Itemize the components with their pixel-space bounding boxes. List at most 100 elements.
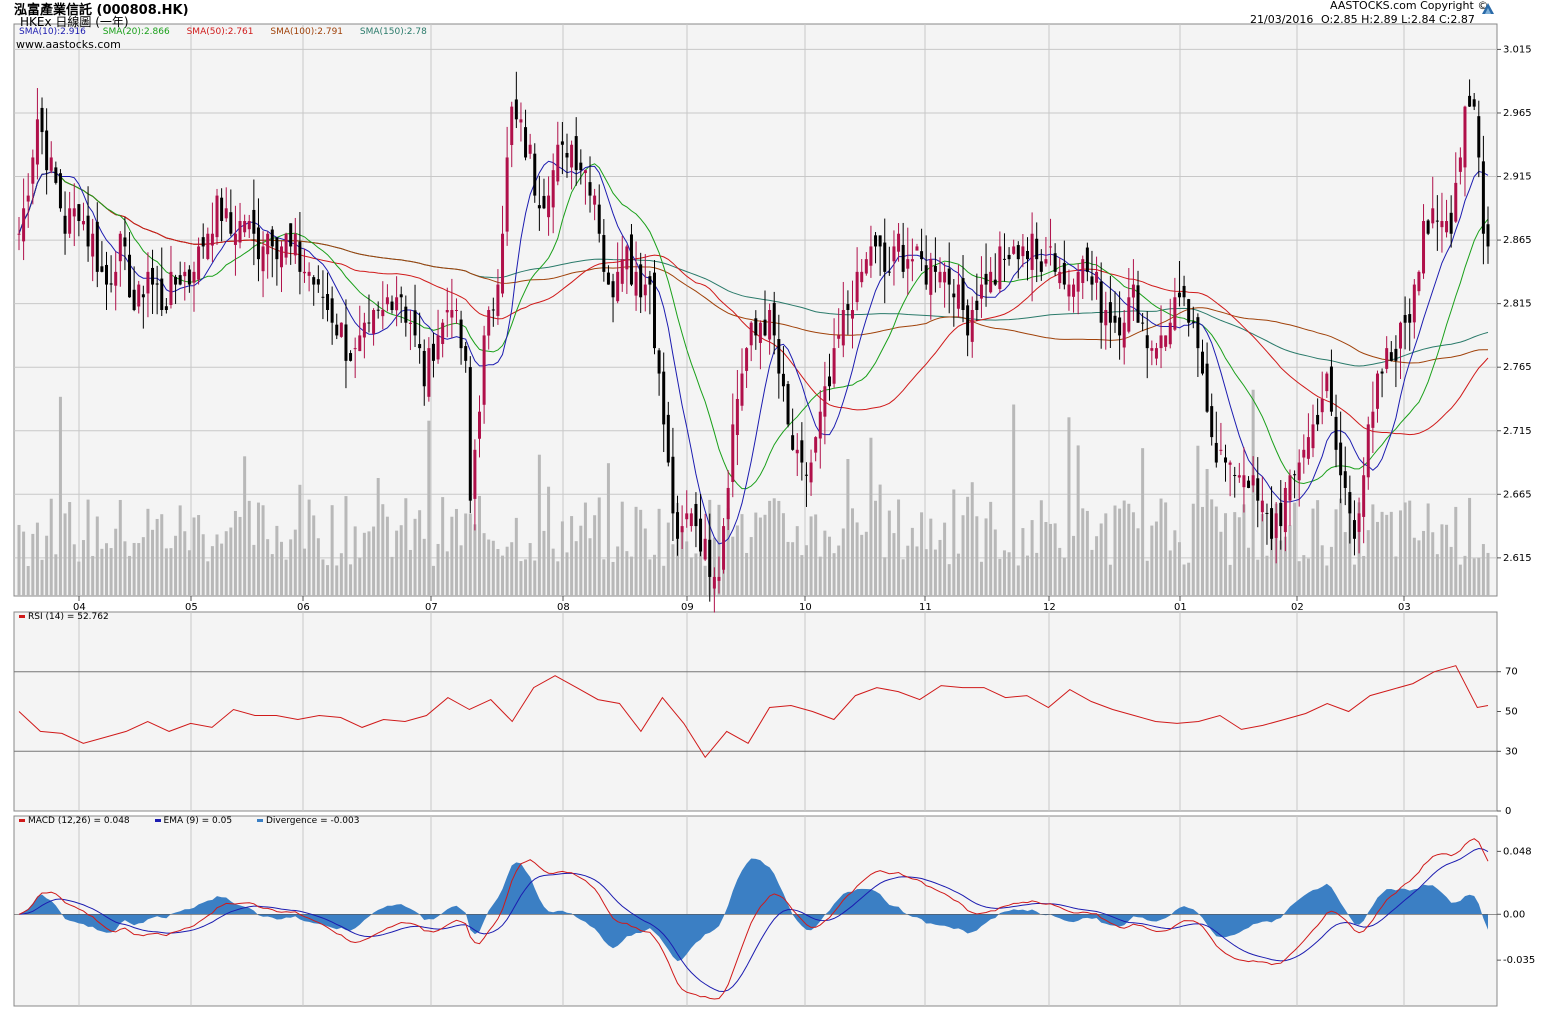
volume-bar [1007,552,1011,596]
volume-bar [1136,528,1140,596]
candle-body [984,273,988,285]
volume-bar [303,548,307,596]
volume-bar [551,548,555,596]
candle-body [855,271,859,303]
candle-body [1049,246,1053,248]
volume-bar [1472,558,1476,596]
candle-body [897,233,901,252]
candle-body [1375,373,1379,409]
candle-body [1251,475,1255,486]
volume-bar [1002,550,1006,596]
candle-body [1385,348,1389,369]
volume-bar [445,551,449,596]
volume-bar [1025,555,1029,596]
volume-bar [1311,508,1315,596]
candle-body [1320,398,1324,413]
candle-body [1200,351,1204,374]
volume-bar [795,526,799,596]
candle-body [1403,315,1407,323]
candle-body [551,170,555,208]
volume-bar [187,550,191,596]
candle-body [1085,247,1089,272]
volume-bar [349,564,353,596]
candle-body [224,208,228,219]
volume-bar [768,500,772,596]
candle-body [648,276,652,285]
candle-body [560,141,564,145]
volume-bar [224,531,228,596]
candle-body [938,271,942,283]
volume-bar [1279,540,1283,596]
volume-bar [998,558,1002,596]
volume-bar [372,526,376,596]
volume-bar [1283,536,1287,596]
candle-body [233,233,237,245]
candle-body [915,246,919,251]
volume-bar [326,565,330,596]
candle-body [1035,238,1039,260]
candle-body [602,235,606,272]
volume-bar [1325,565,1329,596]
volume-bar [1154,521,1158,596]
candle-body [164,306,168,310]
volume-bar [418,510,422,596]
volume-bar [1224,513,1228,596]
volume-bar [468,513,472,596]
volume-bar [1426,503,1430,596]
volume-bar [745,552,749,596]
candle-body [804,474,808,476]
x-tick-label-06: 06 [297,602,310,613]
volume-bar [1422,530,1426,596]
price-tick-label: 2.965 [1503,108,1532,119]
volume-bar [441,497,445,596]
volume-bar [1173,530,1177,596]
volume-bar [524,559,528,596]
volume-bar [979,561,983,596]
volume-bar [652,554,656,596]
candle-body [1122,322,1126,348]
volume-bar [887,510,891,596]
volume-bar [35,522,39,596]
candle-body [408,322,412,324]
candle-body [1306,437,1310,459]
volume-bar [1431,532,1435,596]
candle-body [450,310,454,318]
volume-bar [358,557,362,596]
candle-body [418,344,422,349]
candle-body [118,233,122,262]
candle-body [662,371,666,425]
macd-tick-label: -0.035 [1503,955,1535,966]
volume-bar [128,555,132,596]
volume-bar [1352,564,1356,596]
sma150-legend: SMA(150):2.78 [359,27,427,37]
volume-bar [560,521,564,596]
divergence-legend-label: Divergence = -0.003 [265,816,360,826]
volume-bar [542,530,546,596]
volume-bar [1108,564,1112,596]
volume-bar [247,500,251,596]
x-tick-label-10: 10 [799,602,812,613]
volume-bar [1366,530,1370,596]
volume-bar [1214,506,1218,596]
volume-bar [772,498,776,596]
candle-body [851,310,855,319]
candle-body [1260,500,1264,513]
candle-body [1343,471,1347,488]
rsi-legend-label: RSI (14) = 52.762 [28,612,109,622]
candle-body [312,277,316,285]
candle-body [1247,480,1251,488]
candle-body [606,272,610,285]
volume-bar [634,506,638,596]
candle-body [58,173,62,209]
candle-body [441,322,445,344]
candle-body [1454,182,1458,222]
volume-bar [1339,498,1343,596]
volume-bar [588,538,592,596]
volume-bar [1205,468,1209,596]
candle-body [1012,246,1016,254]
candle-body [1297,462,1301,481]
candle-body [929,259,933,295]
ema9-line [18,847,1489,993]
volume-bar [353,526,357,596]
candle-body [666,414,670,463]
